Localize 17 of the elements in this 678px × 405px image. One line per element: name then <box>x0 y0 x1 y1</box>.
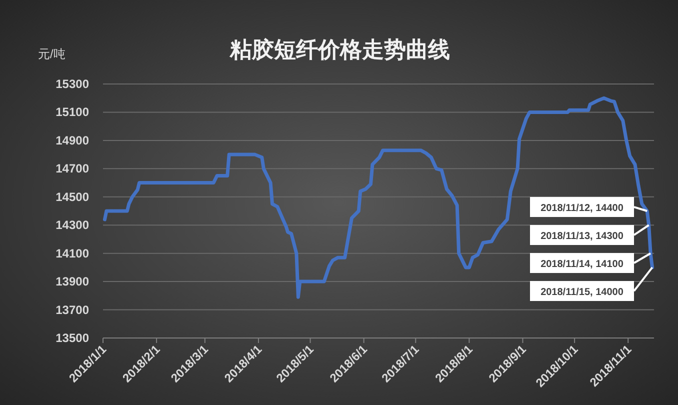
annotation: 2018/11/13, 14300 <box>540 231 624 242</box>
y-tick-label: 14900 <box>56 133 90 148</box>
line-series <box>102 96 654 299</box>
y-axis-title: 元/吨 <box>38 47 66 61</box>
y-tick-label: 13900 <box>56 274 90 289</box>
annotation: 2018/11/12, 14400 <box>540 203 624 214</box>
y-tick-label: 14100 <box>56 246 90 260</box>
y-tick-label: 14300 <box>56 218 90 232</box>
y-tick-label: 14500 <box>56 190 90 204</box>
y-tick-label: 15100 <box>56 105 90 120</box>
y-tick-label: 14700 <box>56 162 90 176</box>
annotation: 2018/11/15, 14000 <box>540 287 624 298</box>
chart-title: 粘胶短纤价格走势曲线 <box>229 37 450 62</box>
annotation: 2018/11/14, 14100 <box>540 259 624 270</box>
y-tick-label: 15300 <box>56 77 90 91</box>
y-tick-label: 13700 <box>56 302 90 317</box>
y-tick-label: 13500 <box>56 331 90 345</box>
